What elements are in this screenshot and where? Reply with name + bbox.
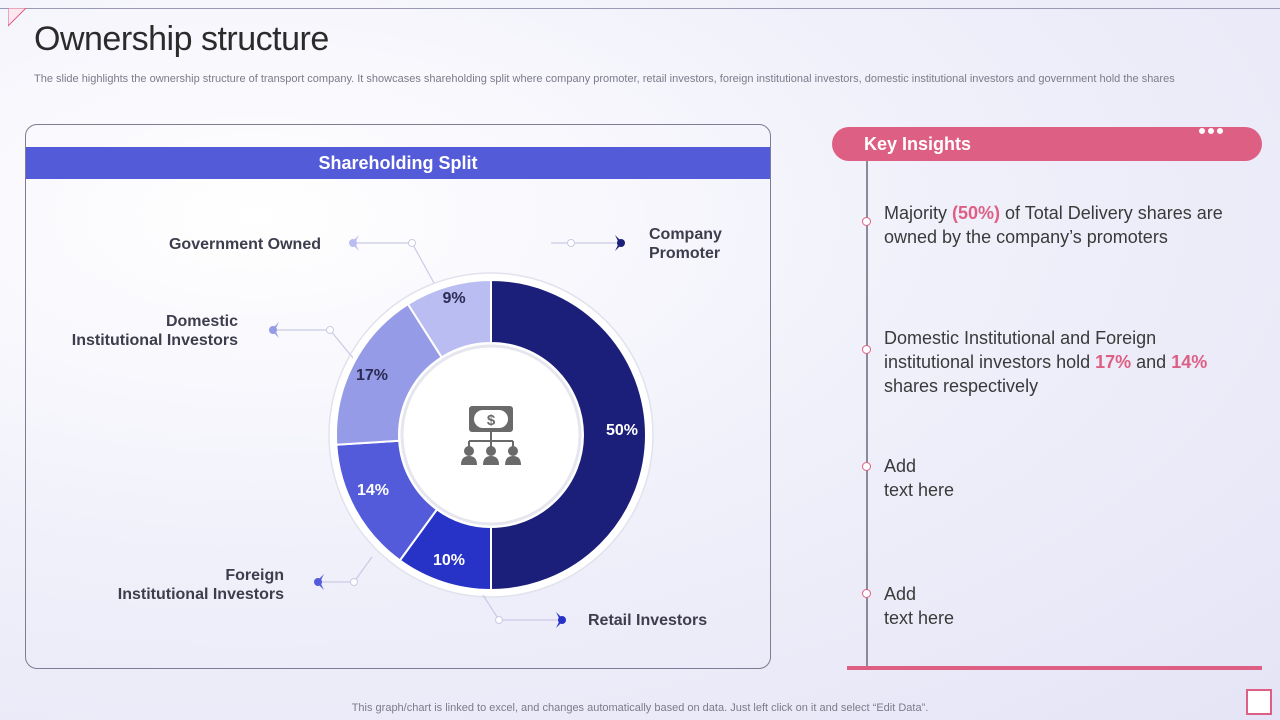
timeline-line [866, 161, 868, 669]
callout-dot [350, 578, 358, 586]
category-label: Company [649, 226, 722, 243]
slice-value-label: 10% [433, 552, 465, 569]
category-label: Promoter [649, 245, 720, 262]
callout-marker [314, 578, 322, 586]
insight-2: Domestic Institutional and Foreign insti… [884, 328, 1208, 396]
timeline-node [862, 462, 871, 471]
category-label: Foreign [225, 567, 284, 584]
category-label: Retail Investors [588, 612, 707, 629]
slice-value-label: 14% [357, 482, 389, 499]
page-subtitle: The slide highlights the ownership struc… [34, 73, 1175, 85]
page-title: Ownership structure [34, 20, 329, 58]
callout-dot [495, 616, 503, 624]
timeline-node [862, 217, 871, 226]
donut-chart[interactable]: 50% 10% 14% 17% 9% Company Promoter Retail Inve… [26, 125, 770, 668]
insight-1: Majority (50%) of Total Delivery shares … [884, 203, 1223, 247]
money-network-people-icon: $ [461, 406, 521, 465]
shareholding-panel: Shareholding Split 50% 10% 14% 17% 9% Company… [25, 124, 771, 669]
insights-bottom-bar [847, 666, 1262, 670]
category-label: Institutional Investors [118, 586, 284, 603]
insight-3[interactable]: Add text here [884, 456, 955, 500]
panel-header: Shareholding Split [26, 147, 770, 179]
corner-triangle [8, 8, 27, 27]
svg-text:$: $ [487, 412, 496, 429]
slice-value-label: 50% [606, 422, 638, 439]
top-rule [0, 8, 1280, 9]
slice-value-label: 17% [356, 367, 388, 384]
timeline-node [862, 589, 871, 598]
corner-box [1246, 689, 1272, 715]
category-label: Government Owned [169, 236, 321, 253]
callout-dot [408, 239, 416, 247]
footer-note: This graph/chart is linked to excel, and… [351, 702, 929, 714]
category-label: Domestic [166, 313, 238, 330]
callout-dot [326, 326, 334, 334]
callout-line [351, 242, 435, 284]
callout-line [482, 594, 564, 621]
callout-marker [558, 616, 566, 624]
more-dots-icon [1198, 122, 1225, 138]
key-insights-header: Key Insights [832, 127, 1262, 161]
callout-dot [567, 239, 575, 247]
callout-marker [269, 326, 277, 334]
callout-marker [617, 239, 625, 247]
callout-line [316, 556, 373, 583]
callout-line [271, 329, 354, 359]
callout-marker [349, 239, 357, 247]
timeline-node [862, 345, 871, 354]
slice-value-label: 9% [442, 290, 465, 307]
category-label: Institutional Investors [72, 332, 238, 349]
insight-4[interactable]: Add text here [884, 584, 955, 628]
